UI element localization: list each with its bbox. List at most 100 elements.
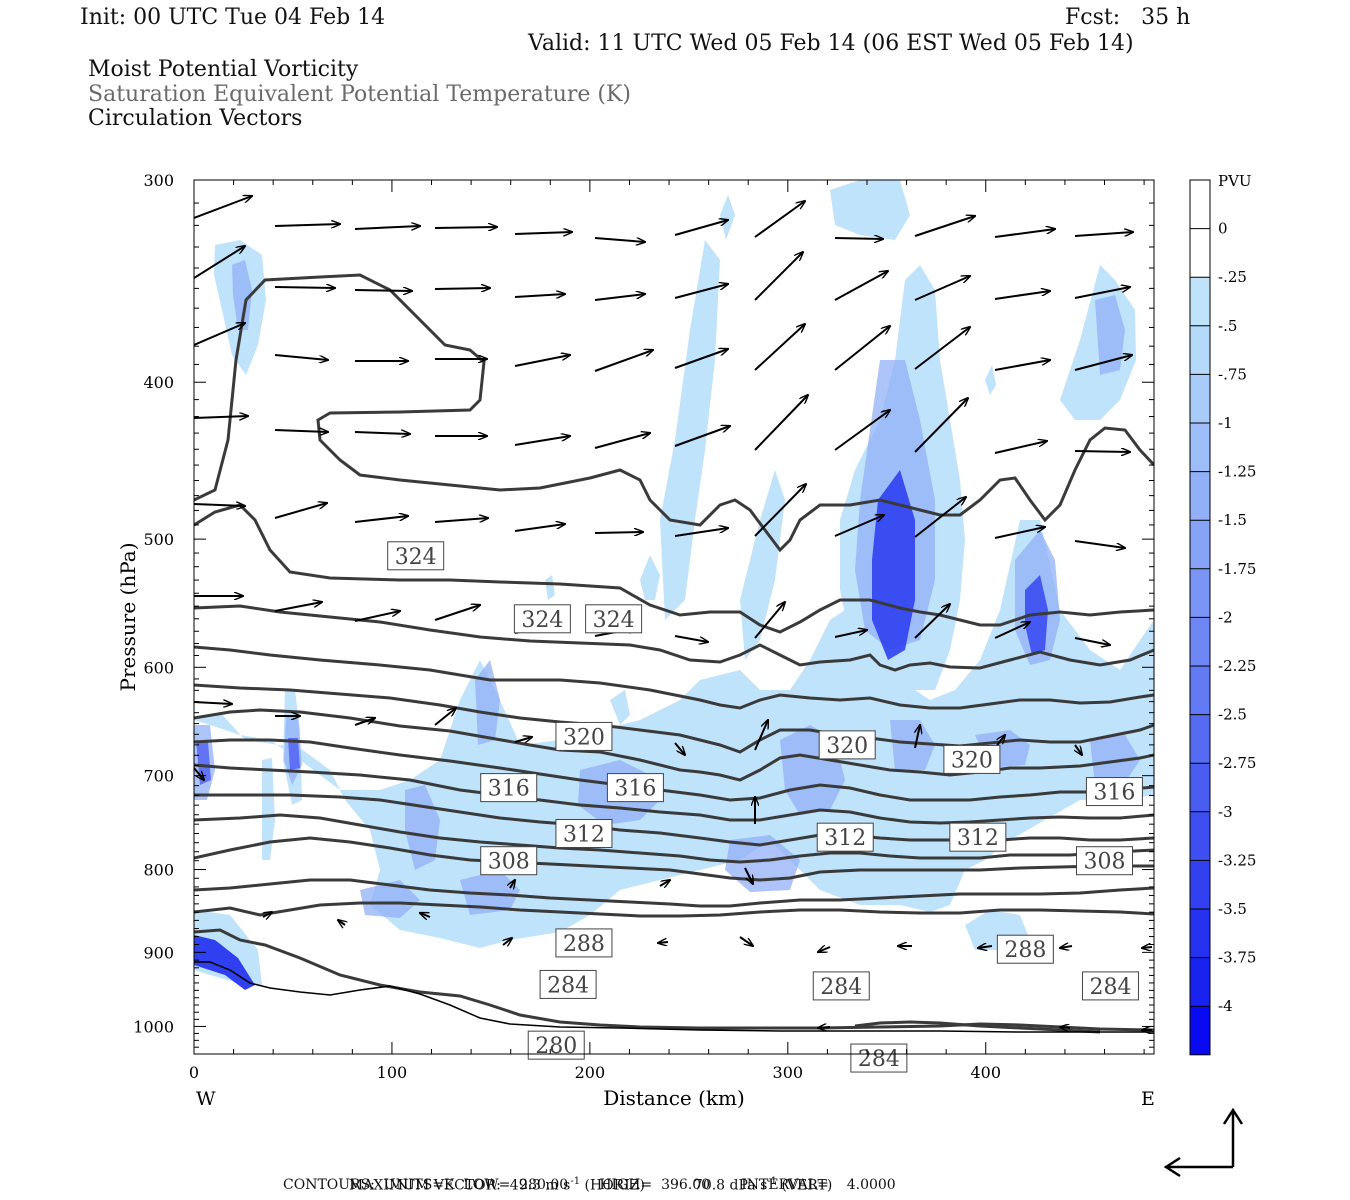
colorbar-swatch bbox=[1190, 763, 1210, 812]
colorbar-swatch bbox=[1190, 228, 1210, 278]
y-axis: 300 400 500 600 700 800 900 1000 bbox=[133, 171, 1154, 1055]
thetae-contours bbox=[194, 273, 1154, 1034]
y-tick-label: 300 bbox=[143, 171, 174, 190]
colorbar-label: -3.25 bbox=[1218, 851, 1256, 869]
contour-label-box bbox=[1076, 846, 1134, 876]
contour-label-box bbox=[943, 744, 1001, 774]
contour-label: 316 bbox=[1093, 781, 1135, 806]
footer-contours: CONTOURS: UNITS=K LOW= 280.00 HIGH= 396.… bbox=[283, 1177, 896, 1193]
contour-label: 284 bbox=[547, 973, 589, 998]
circulation-vectors bbox=[194, 196, 1153, 1030]
contour-label: 312 bbox=[957, 826, 999, 851]
field-title-thetae: Saturation Equivalent Potential Temperat… bbox=[88, 82, 631, 107]
x-tick-label: 0 bbox=[189, 1063, 199, 1082]
x-axis: 0 100 200 300 400 bbox=[189, 180, 1145, 1082]
field-title-mpv: Moist Potential Vorticity bbox=[88, 57, 359, 82]
y-tick-label: 400 bbox=[143, 373, 174, 392]
terrain-line bbox=[194, 961, 1154, 1033]
contour-label: 312 bbox=[563, 822, 605, 847]
x-tick-label: 400 bbox=[970, 1063, 1001, 1082]
init-time: Init: 00 UTC Tue 04 Feb 14 bbox=[80, 5, 386, 30]
colorbar-swatch bbox=[1190, 714, 1210, 764]
colorbar-label: -2.25 bbox=[1218, 657, 1256, 675]
colorbar-swatch bbox=[1190, 471, 1210, 521]
footer-max-vector: MAXIMUM VECTOR: 49.3 m s-1 (HORIZ) 70.8 … bbox=[348, 1176, 833, 1194]
y-tick-label: 600 bbox=[143, 658, 174, 677]
contour-label-box bbox=[949, 822, 1007, 852]
contour-label: 320 bbox=[951, 748, 993, 773]
colorbar-label: -4 bbox=[1218, 997, 1233, 1015]
contour-label: 308 bbox=[488, 850, 530, 875]
y-tick-label: 900 bbox=[143, 943, 174, 962]
y-tick-label: 800 bbox=[143, 861, 174, 880]
colorbar-label: -1.25 bbox=[1218, 463, 1256, 481]
reference-vector bbox=[1163, 1107, 1244, 1178]
colorbar-swatch bbox=[1190, 180, 1210, 229]
contour-label: 320 bbox=[563, 725, 605, 750]
colorbar-swatch bbox=[1190, 909, 1210, 958]
contour-label-box bbox=[555, 928, 613, 958]
x-tick-label: 100 bbox=[377, 1063, 408, 1082]
contour-label-box bbox=[996, 934, 1054, 964]
contour-label-box bbox=[850, 1043, 908, 1073]
y-tick-label: 500 bbox=[143, 530, 174, 549]
colorbar-swatch bbox=[1190, 666, 1210, 715]
colorbar-swatch bbox=[1190, 568, 1210, 618]
y-tick-label: 700 bbox=[143, 767, 174, 786]
field-title-vectors: Circulation Vectors bbox=[88, 106, 303, 131]
colorbar-swatch bbox=[1190, 1006, 1210, 1055]
contour-label: 284 bbox=[1089, 975, 1131, 1000]
colorbar-label: 0 bbox=[1218, 220, 1228, 238]
contour-label: 312 bbox=[824, 826, 866, 851]
x-axis-title: Distance (km) bbox=[603, 1086, 745, 1110]
x-tick-label: 200 bbox=[575, 1063, 606, 1082]
pv-colorbar: 0 -.25 -.5 -.75 -1 -1.25 -1.5 -1.75 -2 -2.25 -2.5 -… bbox=[1189, 179, 1256, 1056]
contour-label: 308 bbox=[1084, 850, 1126, 875]
contour-label-box bbox=[555, 721, 613, 751]
colorbar-swatch bbox=[1190, 617, 1210, 666]
contour-label-box bbox=[387, 541, 445, 571]
colorbar-swatch bbox=[1190, 374, 1210, 423]
contour-label: 284 bbox=[820, 975, 862, 1000]
contour-label-box bbox=[606, 773, 664, 803]
contour-label-box bbox=[513, 604, 571, 634]
contour-label: 316 bbox=[614, 777, 656, 802]
colorbar-swatch bbox=[1190, 423, 1210, 472]
x-tick-label: 300 bbox=[773, 1063, 804, 1082]
y-axis-title: Pressure (hPa) bbox=[116, 543, 140, 692]
colorbar-swatch bbox=[1190, 277, 1210, 326]
colorbar-label: -.5 bbox=[1218, 317, 1237, 335]
colorbar-label: -.25 bbox=[1218, 268, 1247, 286]
contour-label: 284 bbox=[858, 1047, 900, 1072]
contour-label: 288 bbox=[1004, 938, 1046, 963]
contour-label: 324 bbox=[593, 608, 635, 633]
colorbar-label: -2 bbox=[1218, 608, 1233, 626]
contour-label-box bbox=[585, 604, 643, 634]
x-axis-west: W bbox=[196, 1088, 216, 1110]
colorbar-label: -2.75 bbox=[1218, 754, 1256, 772]
plot-frame bbox=[193, 179, 1155, 1055]
contour-label-box bbox=[818, 730, 876, 760]
colorbar-swatch bbox=[1190, 520, 1210, 569]
colorbar-swatch bbox=[1190, 957, 1210, 1007]
colorbar-label: -2.5 bbox=[1218, 706, 1247, 724]
colorbar-swatch bbox=[1190, 860, 1210, 909]
contour-label-box bbox=[555, 818, 613, 848]
colorbar-label: -1.75 bbox=[1218, 560, 1256, 578]
colorbar-unit: PVU bbox=[1218, 172, 1252, 190]
valid-time: Valid: 11 UTC Wed 05 Feb 14 (06 EST Wed … bbox=[528, 31, 1134, 56]
colorbar-label: -1 bbox=[1218, 414, 1233, 432]
contour-labels: 324 324 324 320 320 320 316 316 316 312 312 312 308 3… bbox=[387, 541, 1143, 1073]
contour-label-box bbox=[812, 971, 870, 1001]
colorbar-swatch bbox=[1190, 811, 1210, 861]
contour-label: 280 bbox=[535, 1034, 577, 1059]
contour-label-box bbox=[816, 822, 874, 852]
colorbar-label: -3 bbox=[1218, 803, 1233, 821]
colorbar-label: -1.5 bbox=[1218, 511, 1247, 529]
colorbar-label: -3.75 bbox=[1218, 949, 1256, 967]
contour-label-box bbox=[539, 969, 597, 999]
colorbar-label: -.75 bbox=[1218, 365, 1247, 383]
contour-label: 316 bbox=[488, 777, 530, 802]
contour-label-box bbox=[480, 846, 538, 876]
